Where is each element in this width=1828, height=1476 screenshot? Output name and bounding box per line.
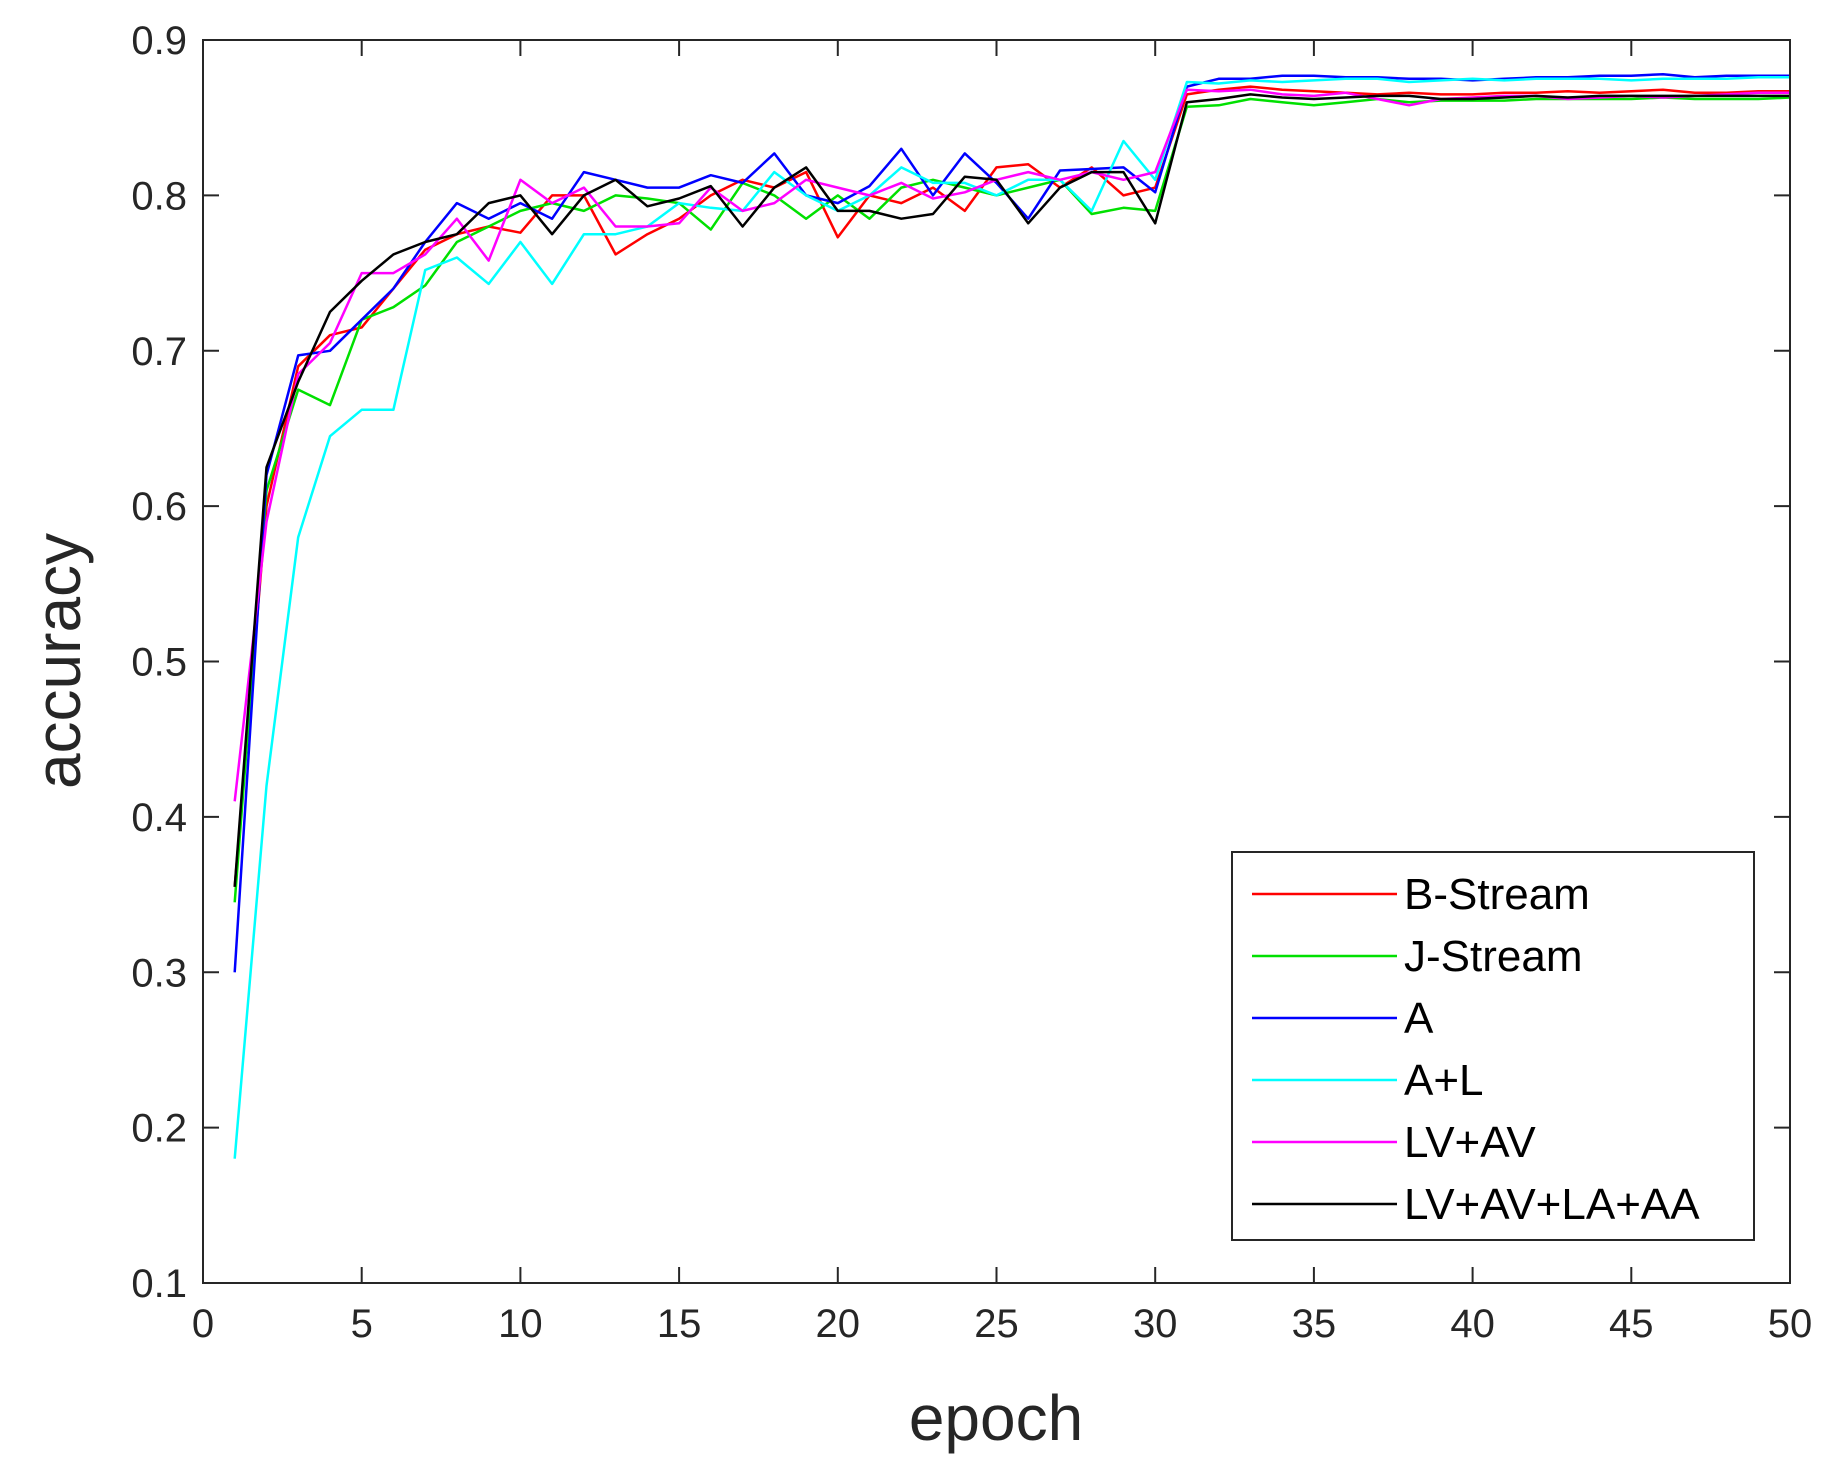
x-tick-label-5: 25: [974, 1302, 1019, 1346]
y-tick-label-8: 0.9: [131, 19, 187, 63]
y-tick-label-3: 0.4: [131, 796, 187, 840]
legend-label-0: B-Stream: [1404, 870, 1590, 919]
x-axis-title: epoch: [909, 1382, 1083, 1454]
legend-label-1: J-Stream: [1404, 932, 1582, 981]
x-tick-label-4: 20: [816, 1302, 861, 1346]
legend-label-2: A: [1404, 994, 1434, 1043]
x-tick-label-8: 40: [1450, 1302, 1495, 1346]
y-tick-label-2: 0.3: [131, 951, 187, 995]
x-tick-label-0: 0: [192, 1302, 214, 1346]
legend-label-4: LV+AV: [1404, 1118, 1536, 1167]
y-tick-label-1: 0.2: [131, 1107, 187, 1151]
x-tick-label-10: 50: [1768, 1302, 1813, 1346]
y-tick-label-0: 0.1: [131, 1262, 187, 1306]
series-line-3: [233, 76, 1790, 1159]
tick-labels-layer: 0 5 10 15 20 25 30 35 40 45 50 0.1 0.2 0.3 0.4 0.5 0.6 0.…: [131, 19, 1812, 1346]
series-line-5: [233, 93, 1790, 887]
x-tick-label-2: 10: [498, 1302, 543, 1346]
y-axis-title: accuracy: [22, 533, 94, 789]
series-layer: [233, 72, 1791, 1159]
plot-frame: [202, 39, 1791, 1284]
legend-label-5: LV+AV+LA+AA: [1404, 1180, 1700, 1229]
x-tick-label-6: 30: [1133, 1302, 1178, 1346]
series-line-0: [233, 85, 1790, 887]
y-tick-label-5: 0.6: [131, 485, 187, 529]
y-tick-label-7: 0.8: [131, 174, 187, 218]
series-line-1: [233, 96, 1791, 903]
x-tick-label-7: 35: [1292, 1302, 1337, 1346]
y-tick-label-6: 0.7: [131, 330, 187, 374]
x-tick-label-3: 15: [657, 1302, 702, 1346]
legend: B-Stream J-Stream A A+L LV+AV LV+AV+LA+AA: [1231, 851, 1755, 1241]
legend-box: [1231, 851, 1755, 1241]
x-tick-label-1: 5: [351, 1302, 373, 1346]
x-tick-label-9: 45: [1609, 1302, 1654, 1346]
legend-label-3: A+L: [1404, 1056, 1484, 1105]
y-tick-label-4: 0.5: [131, 641, 187, 685]
